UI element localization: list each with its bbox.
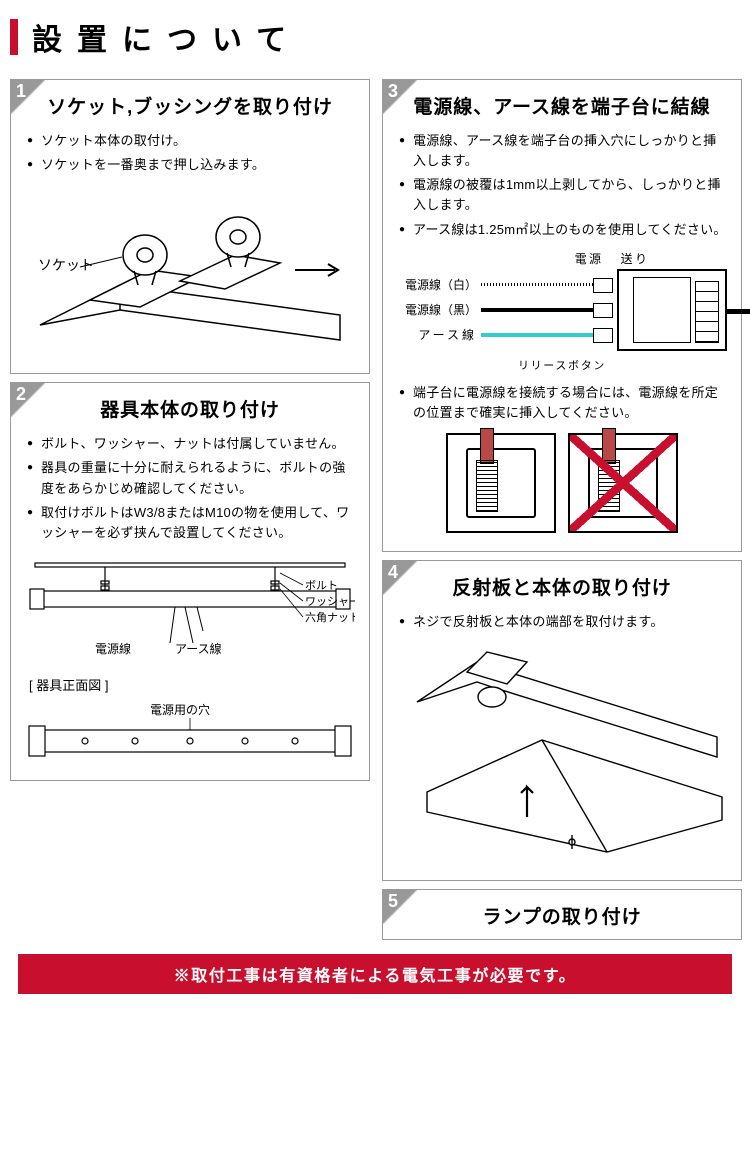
svg-text:アース線: アース線	[175, 641, 222, 656]
svg-text:電源線: 電源線	[95, 641, 131, 656]
svg-text:電源用の穴: 電源用の穴	[150, 702, 210, 717]
bullet-list: 電源線、アース線を端子台の挿入穴にしっかりと挿入します。 電源線の被覆は1mm以…	[399, 131, 727, 240]
step-title: 器具本体の取り付け	[25, 395, 355, 422]
title-accent-bar	[10, 19, 18, 55]
bullet: 電源線、アース線を端子台の挿入穴にしっかりと挿入します。	[399, 131, 727, 171]
bullet: 器具の重量に十分に耐えられるように、ボルトの強度をあらかじめ確認してください。	[27, 458, 355, 498]
wrong-box	[568, 433, 678, 533]
page: 設置について 1 ソケット,ブッシングを取り付け ソケット本体の取付け。 ソケッ…	[0, 0, 750, 1009]
step-number: 2	[11, 383, 45, 417]
mounting-illustration: 電源線 アース線 ボルト ワッシャー 六角ナット	[25, 553, 355, 663]
step-title: 電源線、アース線を端子台に結線	[397, 92, 727, 119]
svg-text:ボルト: ボルト	[305, 579, 338, 592]
bullet: ソケット本体の取付け。	[27, 131, 355, 151]
step-2: 2 器具本体の取り付け ボルト、ワッシャー、ナットは付属していません。 器具の重…	[10, 382, 370, 781]
wire-header: 電源 送り	[397, 250, 727, 267]
step-number: 5	[383, 890, 417, 924]
wire-white: 電源線（白）	[397, 273, 611, 297]
bullet-list: ネジで反射板と本体の端部を取付けます。	[399, 612, 727, 632]
socket-label: ソケット	[38, 257, 94, 273]
step-1: 1 ソケット,ブッシングを取り付け ソケット本体の取付け。 ソケットを一番奥まで…	[10, 79, 370, 374]
page-title: 設置について	[32, 15, 301, 59]
bullet: 取付けボルトはW3/8またはM10の物を使用して、ワッシャーを必ず挟んで設置して…	[27, 503, 355, 543]
right-column: 3 電源線、アース線を端子台に結線 電源線、アース線を端子台の挿入穴にしっかりと…	[382, 79, 742, 940]
columns: 1 ソケット,ブッシングを取り付け ソケット本体の取付け。 ソケットを一番奥まで…	[10, 79, 740, 940]
bullet: ネジで反射板と本体の端部を取付けます。	[399, 612, 727, 632]
front-view-illustration: 電源用の穴	[25, 702, 355, 762]
front-view-label: [ 器具正面図 ]	[29, 675, 355, 694]
step-title: ソケット,ブッシングを取り付け	[25, 92, 355, 119]
bullet-list: ボルト、ワッシャー、ナットは付属していません。 器具の重量に十分に耐えられるよう…	[27, 434, 355, 543]
step-4: 4 反射板と本体の取り付け ネジで反射板と本体の端部を取付けます。	[382, 560, 742, 881]
bullet: 電源線の被覆は1mm以上剥してから、しっかりと挿入します。	[399, 175, 727, 215]
svg-text:ワッシャー: ワッシャー	[305, 596, 355, 608]
bullet: 端子台に電源線を接続する場合には、電源線を所定の位置まで確実に挿入してください。	[399, 383, 727, 423]
reflector-illustration	[397, 642, 727, 862]
svg-text:六角ナット: 六角ナット	[305, 611, 355, 624]
left-column: 1 ソケット,ブッシングを取り付け ソケット本体の取付け。 ソケットを一番奥まで…	[10, 79, 370, 940]
bullet-list: 端子台に電源線を接続する場合には、電源線を所定の位置まで確実に挿入してください。	[399, 383, 727, 423]
step-3: 3 電源線、アース線を端子台に結線 電源線、アース線を端子台の挿入穴にしっかりと…	[382, 79, 742, 552]
step-number: 4	[383, 561, 417, 595]
step-number: 1	[11, 80, 45, 114]
step-5: 5 ランプの取り付け	[382, 889, 742, 940]
release-label: リリースボタン	[397, 357, 727, 373]
bullet: ボルト、ワッシャー、ナットは付属していません。	[27, 434, 355, 454]
footer-warning: ※取付工事は有資格者による電気工事が必要です。	[18, 954, 732, 994]
wire-ground: アース線	[397, 323, 611, 347]
correct-wrong-diagram	[397, 433, 727, 533]
step-number: 3	[383, 80, 417, 114]
bullet-list: ソケット本体の取付け。 ソケットを一番奥まで押し込みます。	[27, 131, 355, 175]
terminal-block	[617, 269, 727, 351]
bullet: アース線は1.25m㎡以上のものを使用してください。	[399, 220, 727, 240]
bullet: ソケットを一番奥まで押し込みます。	[27, 155, 355, 175]
step-title: ランプの取り付け	[397, 902, 727, 929]
main-title-row: 設置について	[10, 15, 740, 59]
socket-illustration: ソケット	[30, 185, 350, 355]
step-title: 反射板と本体の取り付け	[397, 573, 727, 600]
correct-box	[446, 433, 556, 533]
wire-black: 電源線（黒）	[397, 298, 611, 322]
